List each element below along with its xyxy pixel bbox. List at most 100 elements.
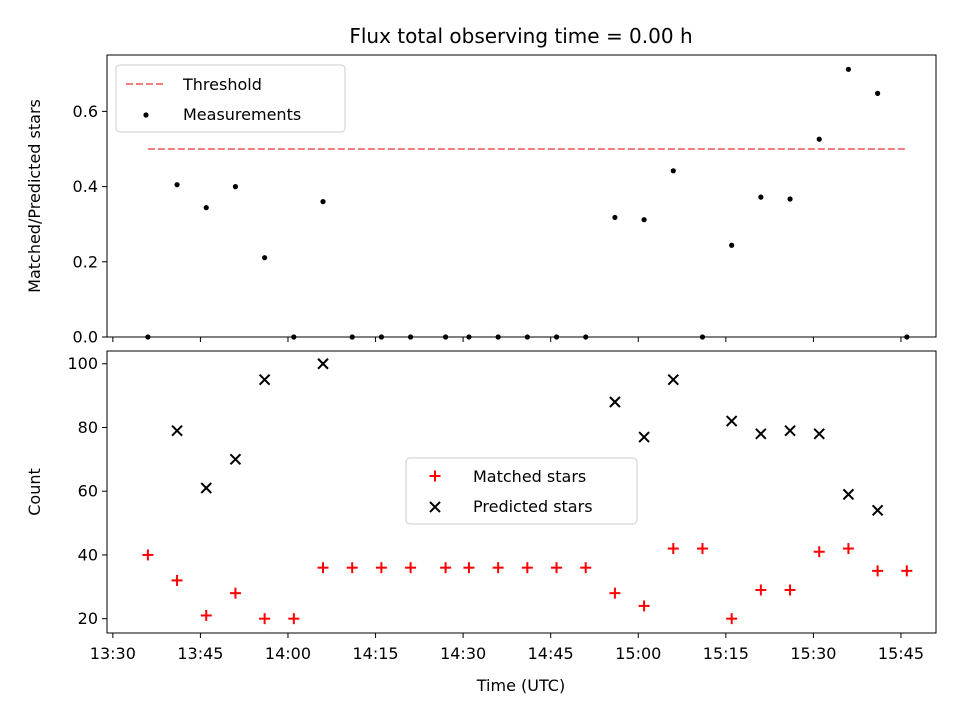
- measurement-point: [816, 136, 822, 142]
- x-stroke-b: [609, 396, 621, 408]
- measurement-point: [291, 334, 297, 340]
- measurement-point: [495, 334, 501, 340]
- legend-box: [405, 457, 638, 525]
- x-tick-label: 15:15: [703, 644, 749, 663]
- top-legend: Threshold Measurements: [115, 64, 346, 133]
- matched-star-point: [521, 562, 533, 574]
- bottom-legend: Matched stars Predicted stars: [405, 457, 638, 525]
- matched-star-point: [259, 613, 271, 625]
- matched-star-point: [755, 584, 767, 596]
- plot-frame: [106, 350, 937, 634]
- matched-star-point: [580, 562, 592, 574]
- predicted-star-point: [317, 358, 329, 370]
- x-tick-label: 14:45: [528, 644, 574, 663]
- measurement-point: [699, 334, 706, 340]
- y-tick-label: 0.6: [73, 102, 98, 121]
- measurement-point: [262, 255, 268, 261]
- measurement-point: [232, 184, 239, 190]
- matched-star-point: [317, 562, 329, 574]
- x-stroke-b: [784, 424, 796, 437]
- x-stroke-b: [871, 504, 884, 517]
- measurements-series: [145, 66, 910, 340]
- y-tick-label: 0.4: [73, 177, 98, 196]
- x-stroke-b: [229, 453, 242, 466]
- measurement-point: [875, 90, 881, 96]
- measurement-point: [524, 334, 530, 340]
- x-axis-label: Time (UTC): [476, 676, 565, 695]
- x-stroke-b: [258, 373, 271, 386]
- legend-predicted-label: Predicted stars: [473, 497, 593, 516]
- x-stroke-b: [429, 501, 441, 513]
- measurement-point: [145, 334, 151, 340]
- x-stroke-b: [813, 428, 825, 440]
- predicted-star-point: [871, 504, 884, 517]
- measurement-point: [349, 334, 355, 340]
- matched-stars-series: [142, 543, 913, 625]
- matched-star-point: [492, 562, 504, 574]
- predicted-star-point: [171, 424, 183, 437]
- x-tick-label: 15:00: [615, 644, 661, 663]
- matched-star-point: [463, 562, 475, 574]
- matched-star-point: [842, 543, 854, 555]
- matched-star-point: [638, 600, 650, 612]
- predicted-stars-series: [171, 358, 884, 517]
- measurement-point: [320, 199, 326, 205]
- matched-star-point: [142, 549, 154, 561]
- plot-frame: [106, 54, 937, 338]
- x-tick-label: 14:15: [352, 644, 398, 663]
- x-stroke-b: [842, 488, 855, 501]
- matched-star-point: [813, 546, 825, 558]
- matched-star-point: [171, 574, 183, 586]
- matched-star-point: [609, 587, 621, 599]
- predicted-star-point: [725, 415, 738, 427]
- x-stroke-b: [638, 431, 650, 443]
- x-stroke-b: [667, 373, 679, 386]
- matched-star-point: [872, 565, 884, 577]
- predicted-star-point: [638, 431, 650, 443]
- matched-star-point: [901, 565, 913, 577]
- x-stroke-b: [317, 358, 329, 370]
- predicted-star-point: [667, 373, 679, 386]
- measurement-point: [845, 66, 852, 72]
- x-stroke-b: [200, 482, 212, 494]
- matched-star-point: [200, 609, 212, 621]
- measurement-point: [612, 214, 618, 221]
- matched-star-point: [288, 613, 300, 625]
- bottom-panel: 20 40 60 80 100 13:30 13:45 14:00 14:15 14:30 14:4…: [25, 350, 937, 695]
- legend-measurements-swatch: [143, 112, 149, 118]
- matched-star-point: [375, 562, 387, 574]
- matched-star-point: [667, 543, 679, 555]
- legend-matched-label: Matched stars: [473, 467, 586, 486]
- x-tick-label: 13:45: [177, 644, 223, 663]
- predicted-star-point: [229, 453, 242, 466]
- y-tick-label: 100: [67, 354, 98, 373]
- predicted-star-point: [200, 482, 212, 494]
- matched-star-point: [551, 562, 563, 574]
- measurement-point: [443, 334, 449, 340]
- matched-star-point: [784, 584, 796, 596]
- measurement-point: [378, 334, 384, 340]
- matched-star-point: [405, 562, 417, 574]
- predicted-star-point: [784, 424, 796, 437]
- x-tick-label: 15:45: [878, 644, 924, 663]
- x-tick-label: 15:30: [790, 644, 836, 663]
- x-tick-label: 14:00: [265, 644, 311, 663]
- matched-star-point: [346, 562, 358, 574]
- y-tick-label: 60: [78, 482, 98, 501]
- measurement-point: [904, 334, 910, 340]
- predicted-star-point: [258, 373, 271, 386]
- y-tick-label: 40: [78, 545, 98, 564]
- x-stroke-b: [725, 415, 738, 427]
- measurement-point: [203, 205, 209, 211]
- matched-star-point: [429, 470, 441, 482]
- measurement-point: [787, 196, 793, 202]
- measurement-point: [670, 168, 676, 174]
- measurement-point: [729, 242, 735, 248]
- measurement-point: [641, 217, 647, 223]
- y-tick-label: 0.2: [73, 252, 98, 271]
- measurement-point: [553, 334, 560, 340]
- x-stroke-b: [755, 428, 767, 440]
- y-axis-label: Count: [25, 468, 44, 516]
- matched-star-point: [229, 587, 241, 599]
- measurement-point: [583, 334, 589, 340]
